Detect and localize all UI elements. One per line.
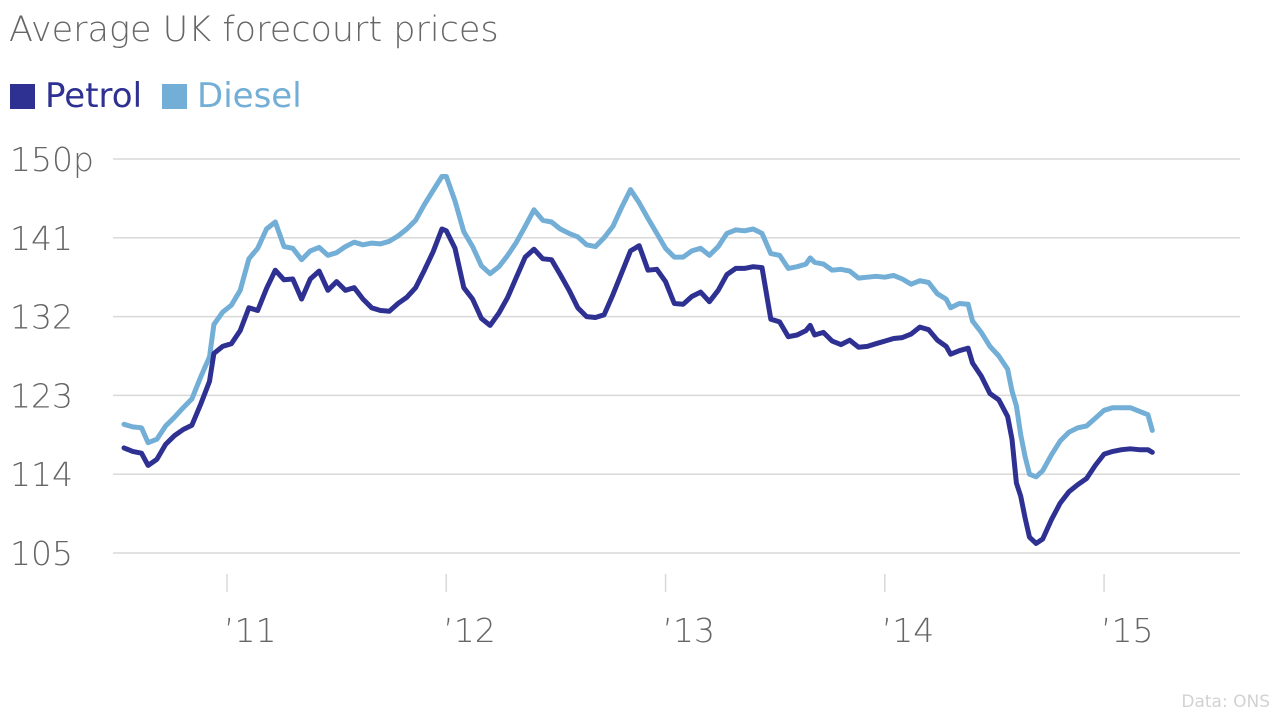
legend-label-petrol: Petrol bbox=[45, 76, 143, 116]
source-note: Data: ONS bbox=[1181, 692, 1270, 712]
y-tick-label: 105 bbox=[10, 534, 73, 573]
x-tick-label: ’12 bbox=[443, 611, 495, 650]
legend: Petrol Diesel bbox=[10, 76, 322, 116]
series-lines bbox=[121, 174, 1155, 546]
x-tick-label: ’11 bbox=[224, 611, 276, 650]
legend-item-diesel[interactable]: Diesel bbox=[162, 76, 302, 116]
legend-swatch-diesel bbox=[162, 83, 188, 109]
y-tick-label: 141 bbox=[10, 219, 73, 258]
y-axis-tick-labels: 105 114 123 132 141 150p bbox=[10, 140, 94, 573]
chart-title: Average UK forecourt prices bbox=[9, 10, 499, 50]
legend-swatch-petrol bbox=[10, 83, 35, 109]
gridlines bbox=[113, 158, 1240, 554]
y-tick-label: 150p bbox=[10, 140, 94, 179]
legend-item-petrol[interactable]: Petrol bbox=[10, 76, 142, 116]
y-tick-label: 114 bbox=[10, 455, 73, 494]
x-tick-label: ’13 bbox=[663, 611, 715, 650]
legend-label-diesel: Diesel bbox=[197, 76, 302, 116]
y-tick-label: 123 bbox=[10, 376, 73, 415]
series-line-diesel bbox=[121, 174, 1155, 480]
x-tick-label: ’15 bbox=[1101, 611, 1153, 650]
y-tick-label: 132 bbox=[10, 298, 73, 337]
x-axis: ’11 ’12 ’13 ’14 ’15 bbox=[224, 574, 1154, 650]
x-tick-label: ’14 bbox=[882, 611, 934, 650]
series-line-petrol bbox=[121, 226, 1155, 546]
